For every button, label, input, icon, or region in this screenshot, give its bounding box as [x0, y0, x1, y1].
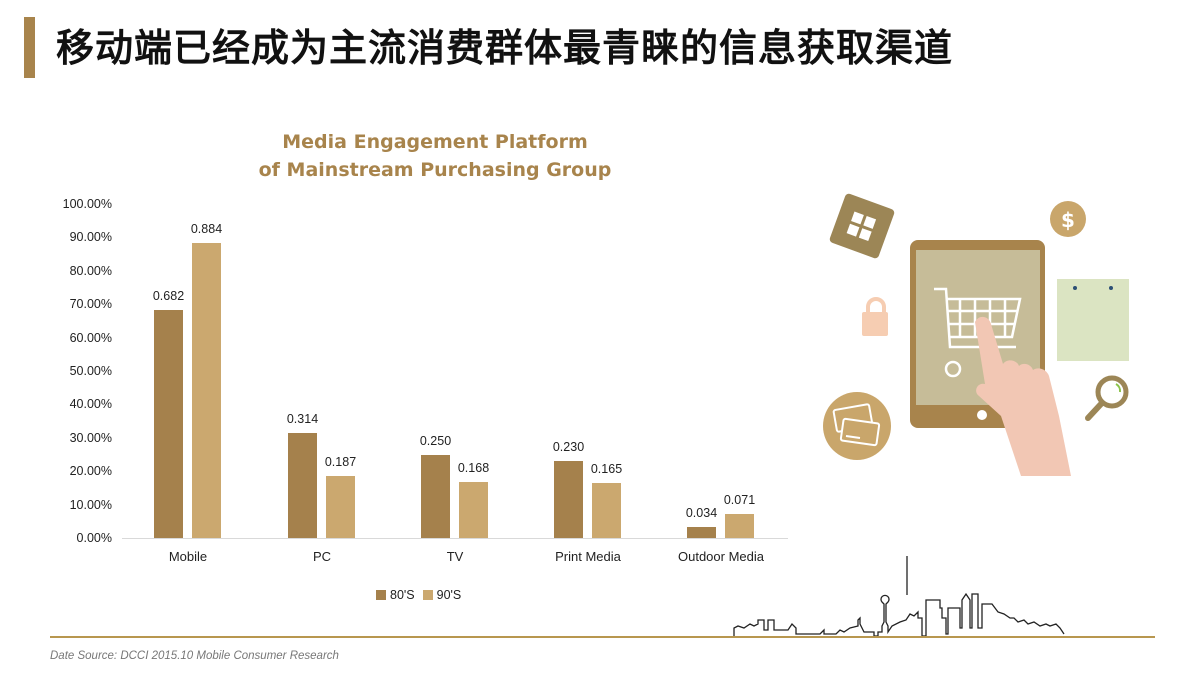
bar-value-label: 0.230 — [552, 440, 585, 455]
bar-90s — [459, 481, 488, 538]
shopping-bag-icon — [1057, 279, 1129, 361]
skyline-outline — [733, 592, 1065, 638]
bar-value-label: 0.187 — [324, 454, 357, 469]
y-tick-label: 70.00% — [69, 297, 112, 312]
bar-80s — [421, 454, 450, 538]
bar-value-label: 0.314 — [286, 412, 319, 427]
bar-80s — [154, 310, 183, 538]
bar-value-label: 0.165 — [590, 461, 623, 476]
category-label: Mobile — [168, 549, 208, 564]
bar-90s — [725, 514, 754, 538]
credit-cards-icon — [823, 392, 891, 460]
y-tick-label: 30.00% — [69, 430, 112, 445]
data-source-note: Date Source: DCCI 2015.10 Mobile Consume… — [50, 650, 339, 662]
legend-swatch-90s — [422, 590, 433, 600]
bar-value-label: 0.884 — [190, 221, 223, 236]
bar-value-label: 0.682 — [152, 289, 185, 304]
bar-90s — [326, 475, 355, 538]
y-tick-label: 100.00% — [62, 197, 112, 211]
y-tick-label: 0.00% — [76, 531, 112, 545]
legend-item-80s: 80'S — [376, 588, 415, 602]
bar-80s — [554, 461, 583, 538]
dollar-coin-icon: $ — [1050, 201, 1086, 237]
y-tick-label: 50.00% — [69, 364, 112, 378]
y-tick-label: 40.00% — [69, 397, 112, 412]
ecommerce-illustration: $ — [823, 193, 1129, 476]
city-skyline-illustration — [733, 556, 1065, 638]
gift-icon — [829, 193, 895, 259]
title-accent-bar — [24, 17, 35, 78]
legend-swatch-80s — [376, 590, 386, 600]
y-tick-label: 20.00% — [69, 464, 112, 479]
chart-title: Media Engagement Platform of Mainstream … — [240, 128, 630, 184]
slide-title: 移动端已经成为主流消费群体最青睐的信息获取渠道 — [56, 26, 954, 70]
category-label: TV — [446, 549, 464, 564]
footer-divider — [50, 636, 1155, 638]
bar-value-label: 0.250 — [419, 433, 452, 448]
y-tick-label: 90.00% — [69, 230, 112, 245]
bar-90s — [592, 482, 621, 538]
x-axis-line — [122, 538, 788, 539]
y-tick-label: 60.00% — [69, 330, 112, 345]
bar-80s — [687, 526, 716, 538]
category-label: Outdoor Media — [678, 549, 764, 564]
padlock-icon — [862, 297, 888, 336]
bar-80s — [288, 433, 317, 538]
category-label: PC — [312, 549, 332, 564]
chart-title-line-1: Media Engagement Platform — [282, 131, 588, 153]
bar-90s — [192, 242, 221, 538]
category-label: Print Media — [555, 549, 621, 564]
magnifier-icon — [1085, 375, 1129, 421]
bar-value-label: 0.168 — [457, 460, 490, 475]
bar-value-label: 0.071 — [723, 493, 756, 508]
legend-label-90s: 90'S — [436, 588, 462, 602]
legend-label-80s: 80'S — [390, 588, 415, 602]
y-tick-label: 80.00% — [69, 263, 112, 278]
pointing-hand-icon — [975, 316, 1071, 476]
y-tick-label: 10.00% — [69, 497, 112, 512]
bar-value-label: 0.034 — [685, 505, 718, 520]
chart-title-line-2: of Mainstream Purchasing Group — [258, 159, 612, 181]
chart-legend: 80'S 90'S — [376, 588, 469, 602]
legend-item-90s: 90'S — [422, 588, 462, 602]
svg-text:$: $ — [1061, 208, 1075, 232]
